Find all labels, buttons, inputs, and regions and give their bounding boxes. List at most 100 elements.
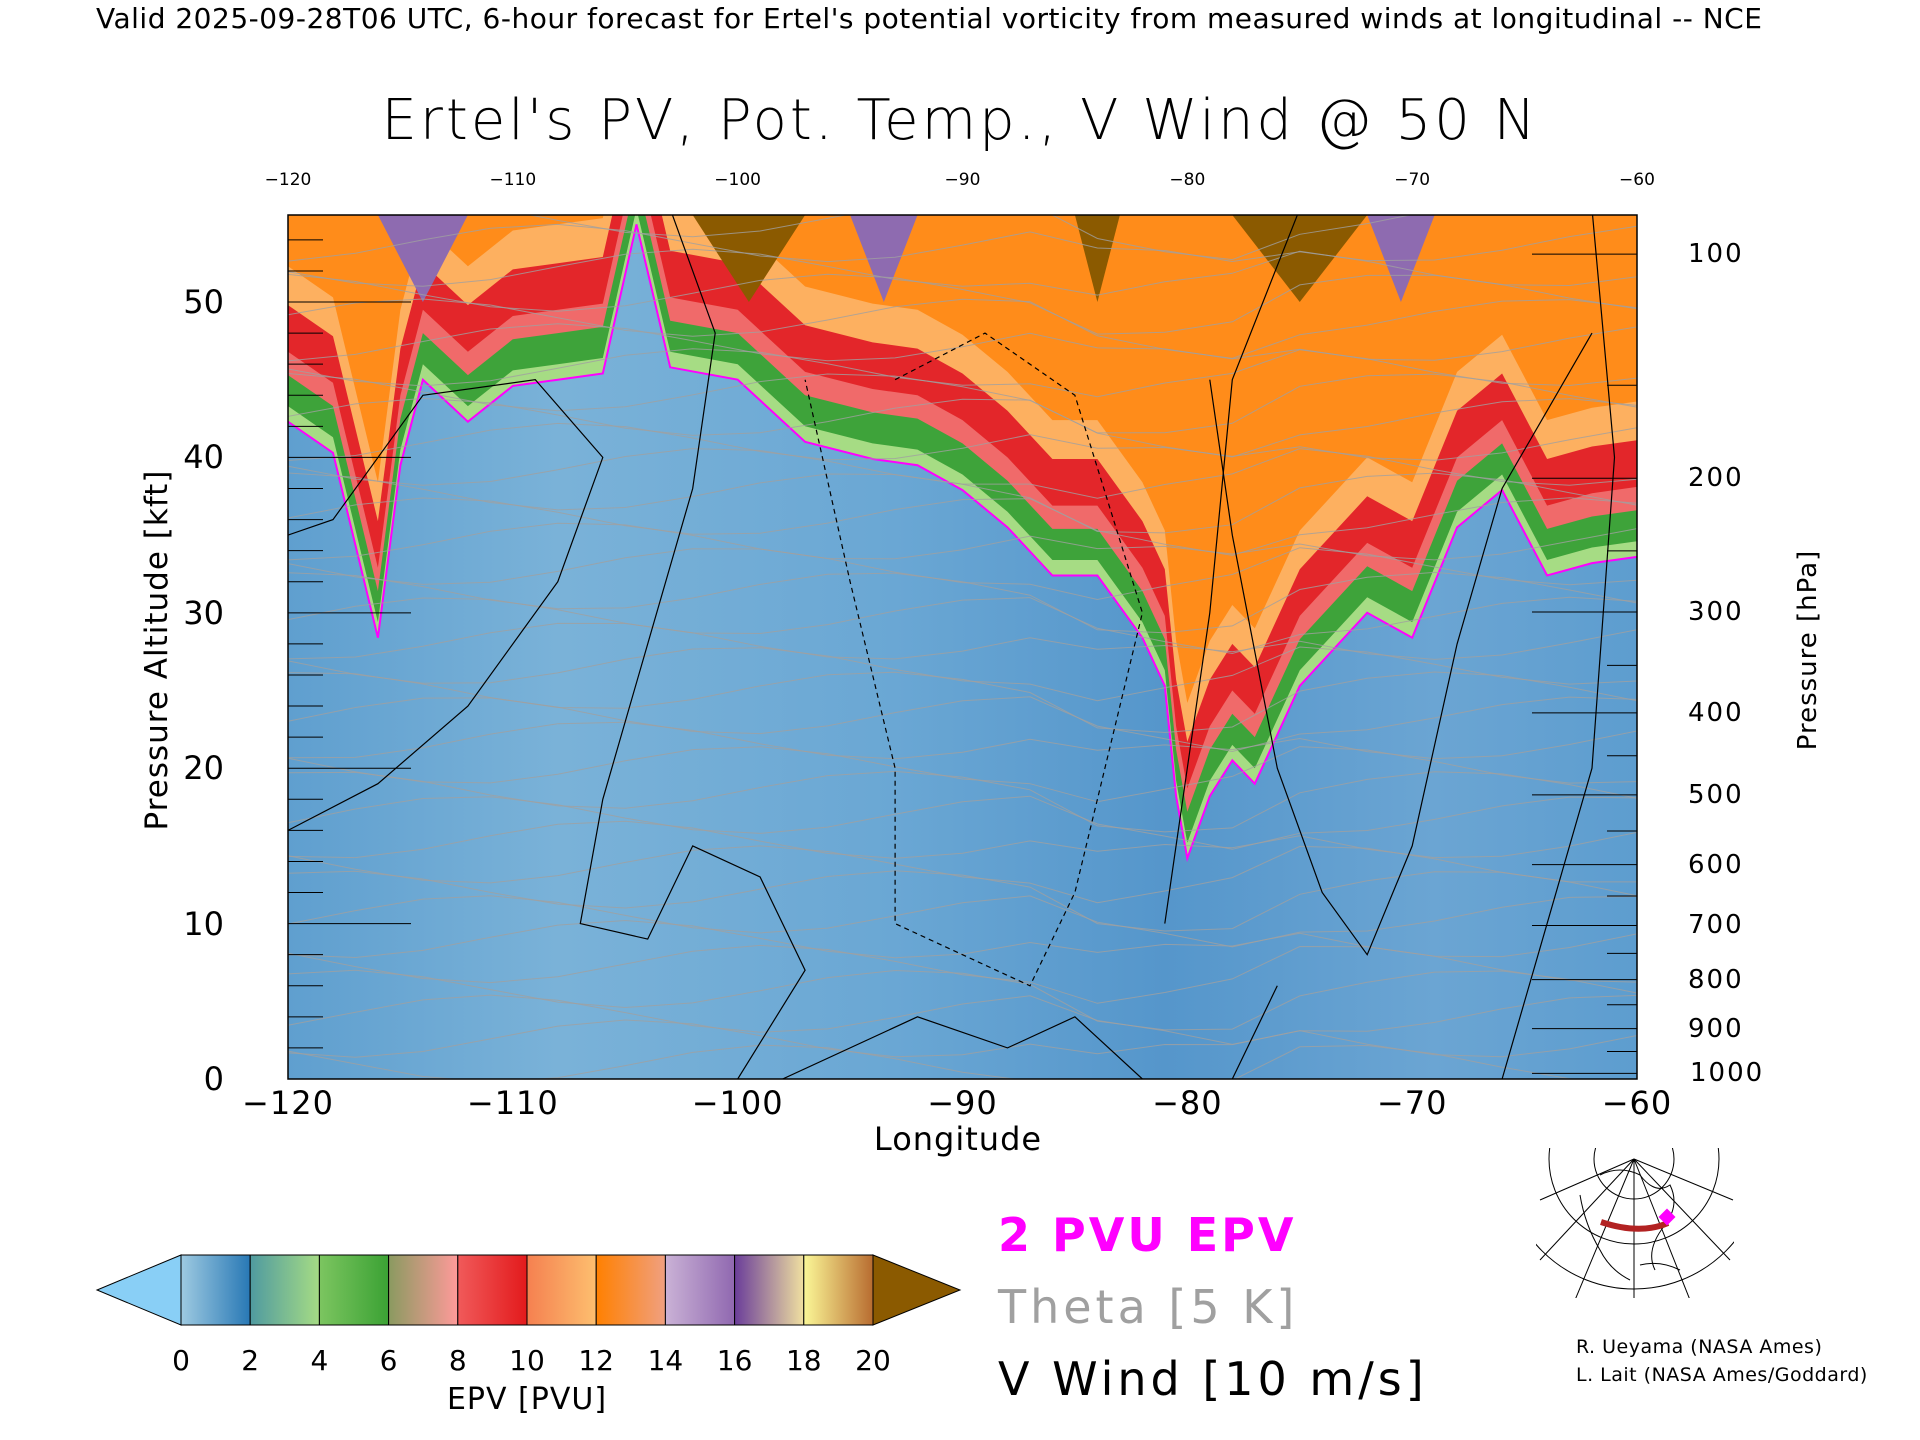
colorbar-tick-label: 20 (855, 1344, 891, 1377)
v-wind-contour (1164, 215, 1298, 924)
right-y-tick-label: 400 (1688, 697, 1744, 728)
plot-frame (287, 214, 1638, 1080)
epv-band (288, 215, 1637, 703)
theta-line (288, 721, 1637, 760)
theta-line (288, 248, 1637, 296)
colorbar-segment (249, 1254, 320, 1326)
locator-map (1536, 1148, 1734, 1298)
right-y-tick-label: 300 (1688, 596, 1744, 627)
legend-wind: V Wind [10 m/s] (998, 1352, 1428, 1406)
theta-line (288, 273, 1637, 335)
bottom-x-tick-label: −90 (927, 1084, 998, 1122)
top-x-tick-label: −90 (944, 170, 981, 190)
theta-line (288, 820, 1637, 859)
colorbar-segment (318, 1254, 390, 1326)
theta-line (288, 994, 1637, 1045)
theta-line (288, 1019, 1637, 1058)
v-wind-contour (782, 1016, 1143, 1079)
bottom-x-tick-label: −110 (466, 1084, 559, 1122)
left-y-tick-label: 40 (183, 438, 224, 477)
top-x-tick-label: −120 (264, 170, 312, 190)
top-x-tick-label: −80 (1169, 170, 1206, 190)
colorbar-tick-label: 14 (647, 1344, 684, 1377)
bottom-x-tick-label: −60 (1601, 1084, 1673, 1122)
right-y-tick-label: 800 (1688, 964, 1744, 995)
bottom-x-tick-label: −100 (691, 1084, 784, 1122)
forecast-subtitle: Valid 2025-09-28T06 UTC, 6-hour forecast… (96, 2, 1763, 35)
theta-line (288, 870, 1637, 932)
right-y-tick-label: 900 (1688, 1013, 1744, 1044)
colorbar-segment (388, 1254, 459, 1326)
theta-line (288, 895, 1637, 948)
top-x-tick-label: −110 (489, 170, 537, 190)
pv-2pvu-line (288, 224, 1637, 863)
left-y-tick-label: 20 (183, 749, 224, 788)
theta-line (288, 671, 1637, 734)
v-wind-contour (1231, 985, 1278, 1079)
colorbar-segment (526, 1254, 597, 1326)
epv-patch (1232, 215, 1368, 303)
theta-line (288, 223, 1637, 263)
theta-line (288, 795, 1637, 850)
colorbar-tick-label: 0 (172, 1344, 190, 1377)
theta-line (288, 571, 1637, 634)
theta-line (288, 422, 1637, 461)
v-wind-contour (1501, 215, 1616, 1079)
credit-line-1: R. Ueyama (NASA Ames) (1576, 1336, 1823, 1358)
left-y-axis-label: Pressure Altitude [kft] (139, 469, 175, 831)
v-wind-contours (288, 215, 1616, 1079)
colorbar-segment (180, 1254, 251, 1326)
right-y-tick-label: 500 (1688, 779, 1744, 810)
theta-line (288, 969, 1637, 1031)
epv-field (288, 215, 1637, 1079)
epv-patch (377, 215, 468, 303)
colorbar-tick-label: 4 (310, 1344, 329, 1377)
section-end-marker (1658, 1208, 1676, 1226)
colorbar-tick-label: 6 (379, 1344, 398, 1377)
bottom-x-tick-label: −70 (1376, 1084, 1448, 1122)
colorbar-label: EPV [PVU] (446, 1382, 608, 1417)
theta-line (288, 746, 1637, 803)
colorbar-tick-label: 2 (241, 1344, 260, 1377)
section-path-line (1600, 1219, 1670, 1232)
bottom-x-tick-label: −120 (242, 1084, 334, 1122)
bottom-x-tick-label: −80 (1152, 1084, 1223, 1122)
theta-line (288, 522, 1637, 561)
colorbar-segment (595, 1254, 666, 1326)
theta-line (288, 845, 1637, 904)
theta-line (288, 448, 1637, 499)
theta-line (288, 373, 1637, 434)
colorbar (95, 1254, 962, 1326)
top-x-tick-label: −70 (1394, 170, 1431, 190)
left-y-tick-label: 10 (183, 904, 224, 943)
colorbar-tick-label: 10 (509, 1344, 545, 1377)
epv-patch (692, 215, 806, 303)
v-wind-contour (1209, 332, 1593, 956)
theta-line (288, 770, 1637, 833)
colorbar-under-triangle (95, 1254, 182, 1326)
theta-line (288, 547, 1637, 601)
credit-line-2: L. Lait (NASA Ames/Goddard) (1576, 1364, 1868, 1386)
epv-patch (850, 215, 918, 303)
right-y-tick-label: 1000 (1690, 1058, 1765, 1089)
theta-line (288, 298, 1637, 359)
colorbar-tick-label: 12 (578, 1344, 615, 1377)
chart-title: Ertel's PV, Pot. Temp., V Wind @ 50 N (381, 88, 1539, 153)
left-y-tick-label: 0 (203, 1060, 224, 1098)
colorbar-tick-label: 18 (785, 1344, 822, 1377)
right-y-tick-label: 200 (1688, 463, 1744, 494)
right-y-axis-label: Pressure [hPa] (1793, 549, 1823, 751)
colorbar-over-triangle (872, 1254, 962, 1326)
colorbar-segment (457, 1254, 528, 1326)
legend-theta: Theta [5 K] (998, 1280, 1299, 1334)
left-y-tick-label: 30 (183, 593, 224, 632)
theta-line (288, 348, 1637, 398)
x-axis-label: Longitude (873, 1120, 1043, 1158)
theta-line (288, 622, 1637, 660)
epv-patch (1367, 215, 1435, 303)
v-wind-contour (804, 332, 1144, 987)
v-wind-contour (579, 215, 806, 1079)
top-x-tick-label: −60 (1619, 170, 1655, 190)
colorbar-tick-label: 8 (448, 1344, 467, 1377)
